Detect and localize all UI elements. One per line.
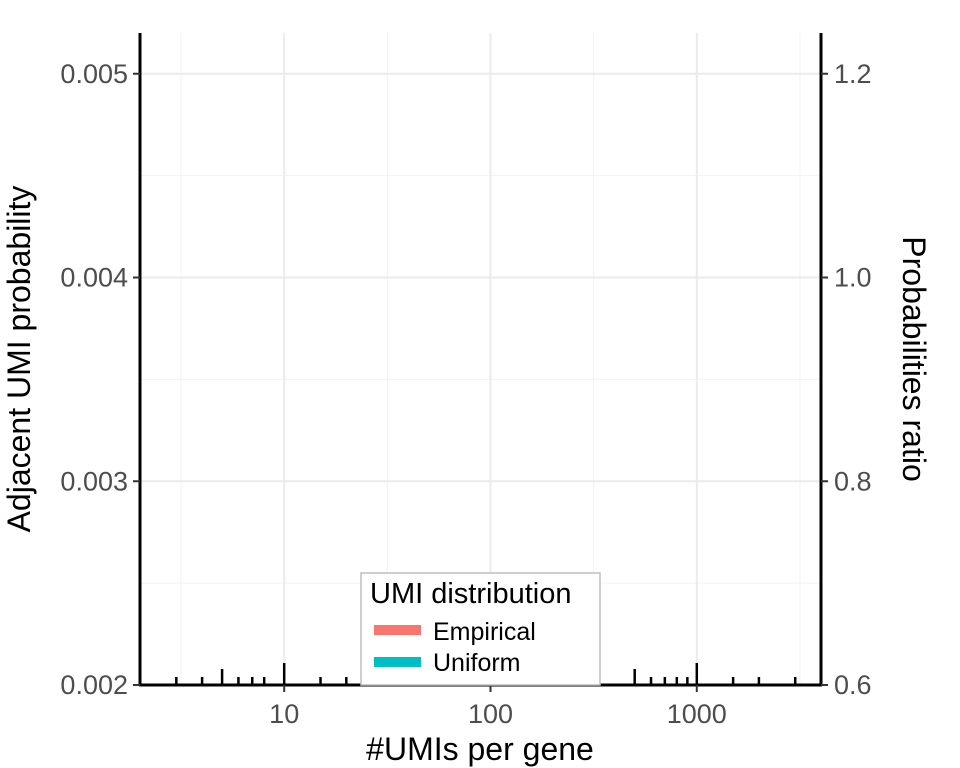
legend-title: UMI distribution xyxy=(370,578,571,610)
legend-swatch-empirical xyxy=(374,625,421,635)
tick-labels: 10 100 1000 0.002 0.003 0.004 0.005 0.6 0.8 1.0 1.… xyxy=(60,59,871,729)
y-axis-title: Adjacent UMI probability xyxy=(1,186,37,533)
y-tick-label: 0.002 xyxy=(60,670,128,700)
x-tick-label: 1000 xyxy=(667,699,727,729)
legend-swatch-uniform xyxy=(374,657,421,667)
y2-tick-label: 0.6 xyxy=(834,670,872,700)
y-tick-label: 0.005 xyxy=(60,59,128,89)
y2-tick-label: 1.2 xyxy=(834,59,872,89)
y-tick-label: 0.004 xyxy=(60,263,128,293)
legend: UMI distribution Empirical Uniform xyxy=(360,572,601,686)
x-tick-label: 100 xyxy=(468,699,513,729)
x-tick-label: 10 xyxy=(269,699,299,729)
legend-label-empirical: Empirical xyxy=(433,618,536,646)
y2-axis-title: Probabilities ratio xyxy=(896,236,932,481)
minor-grid xyxy=(140,33,821,685)
x-axis-title: #UMIs per gene xyxy=(366,731,594,767)
y-tick-label: 0.003 xyxy=(60,466,128,496)
y2-tick-label: 0.8 xyxy=(834,466,872,496)
legend-label-uniform: Uniform xyxy=(433,649,521,677)
y2-tick-label: 1.0 xyxy=(834,263,872,293)
